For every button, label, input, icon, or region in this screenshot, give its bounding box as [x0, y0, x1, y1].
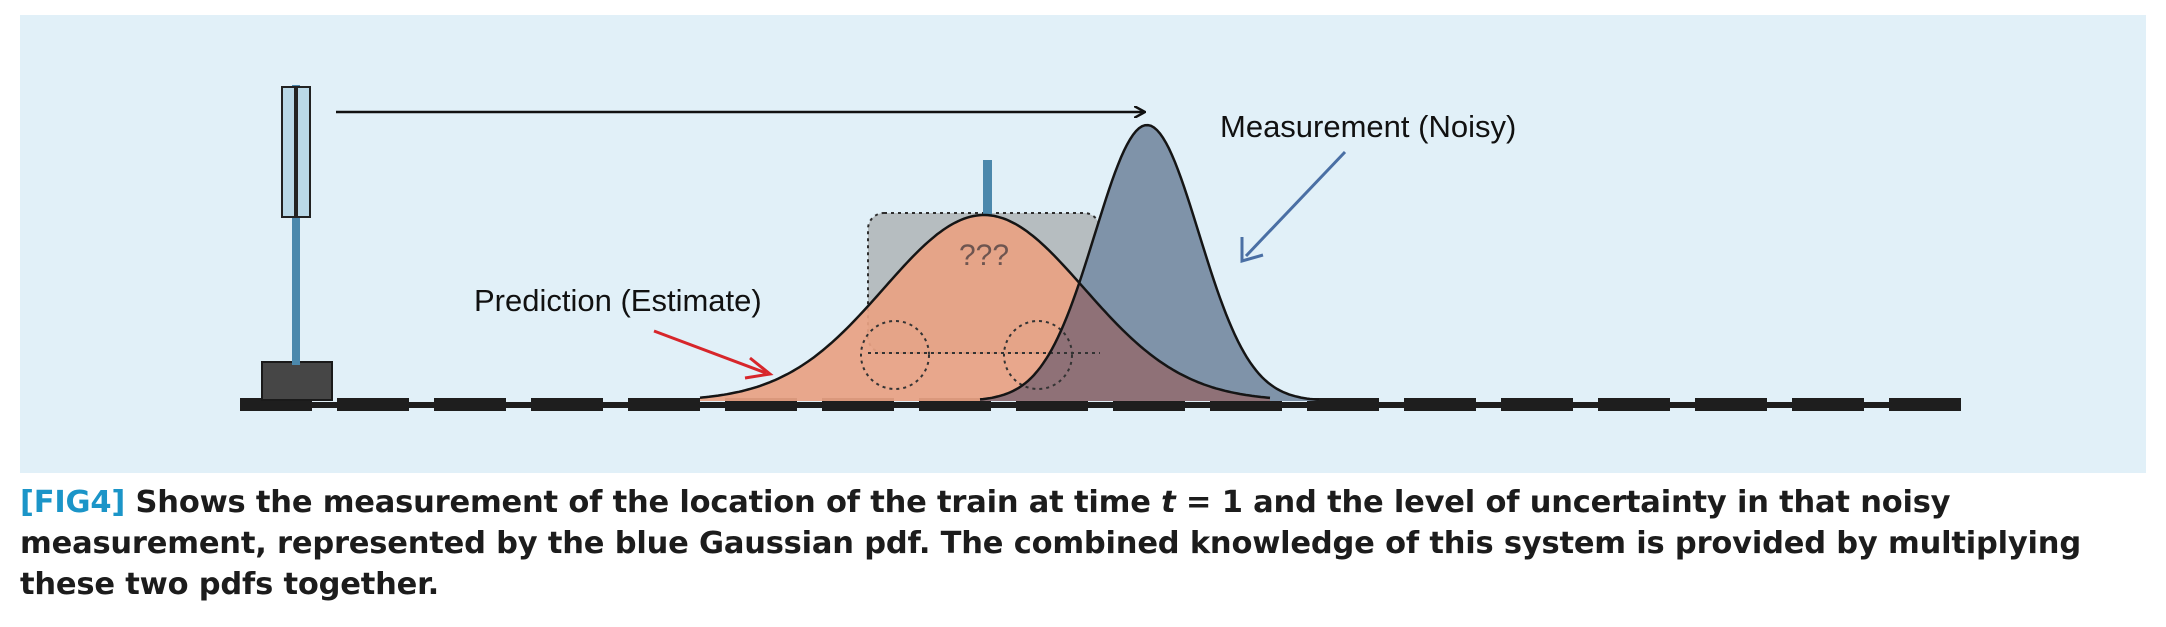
- measurement-label: Measurement (Noisy): [1220, 109, 1516, 144]
- sensor-base: [261, 361, 333, 401]
- track-tie: [822, 398, 894, 411]
- track-tie: [531, 398, 603, 411]
- prediction-pointer-head: [744, 356, 774, 380]
- track-ties: [240, 398, 1961, 411]
- caption-variable: t: [1161, 485, 1176, 520]
- measurement-pointer-head: [1240, 237, 1264, 263]
- train-chimney: [983, 160, 992, 215]
- prediction-pointer-arrow: [653, 329, 767, 375]
- track-tie: [337, 398, 409, 411]
- track-tie: [919, 398, 991, 411]
- train-wheel-left: [860, 320, 930, 390]
- prediction-label: Prediction (Estimate): [474, 283, 762, 318]
- sensor-pole: [261, 85, 333, 401]
- sensor-head-left: [281, 86, 296, 218]
- track-tie: [1404, 398, 1476, 411]
- track-tie: [1889, 398, 1961, 411]
- train-gaussian-diagram: ??? Measurement (Noisy) Prediction (Esti…: [240, 85, 1961, 411]
- track-rail: [240, 402, 1940, 408]
- track-tie: [434, 398, 506, 411]
- figure-panel: ??? Measurement (Noisy) Prediction (Esti…: [20, 15, 2146, 473]
- measurement-gaussian-outline: [979, 123, 1320, 402]
- track-tie: [1501, 398, 1573, 411]
- caption-text-part1: Shows the measurement of the location of…: [125, 485, 1162, 520]
- unknown-label: ???: [959, 239, 1009, 272]
- track-tie: [240, 398, 312, 411]
- sensor-head-right: [296, 86, 311, 218]
- prediction-gaussian-outline: [699, 213, 1271, 400]
- track-tie: [1598, 398, 1670, 411]
- track-tie: [1113, 398, 1185, 411]
- figure-tag: [FIG4]: [20, 485, 126, 520]
- track-tie: [725, 398, 797, 411]
- track-tie: [1307, 398, 1379, 411]
- track-tie: [1210, 398, 1282, 411]
- track-tie: [1792, 398, 1864, 411]
- measurement-pointer-arrow: [1244, 150, 1347, 258]
- train-wheel-right: [1003, 320, 1073, 390]
- pole-shaft: [292, 85, 300, 365]
- track-tie: [1016, 398, 1088, 411]
- caption-text-part2: = 1 and the level of uncertainty in that…: [20, 485, 2081, 602]
- track-tie: [628, 398, 700, 411]
- track-tie: [1695, 398, 1767, 411]
- figure-caption: [FIG4] Shows the measurement of the loca…: [20, 482, 2140, 605]
